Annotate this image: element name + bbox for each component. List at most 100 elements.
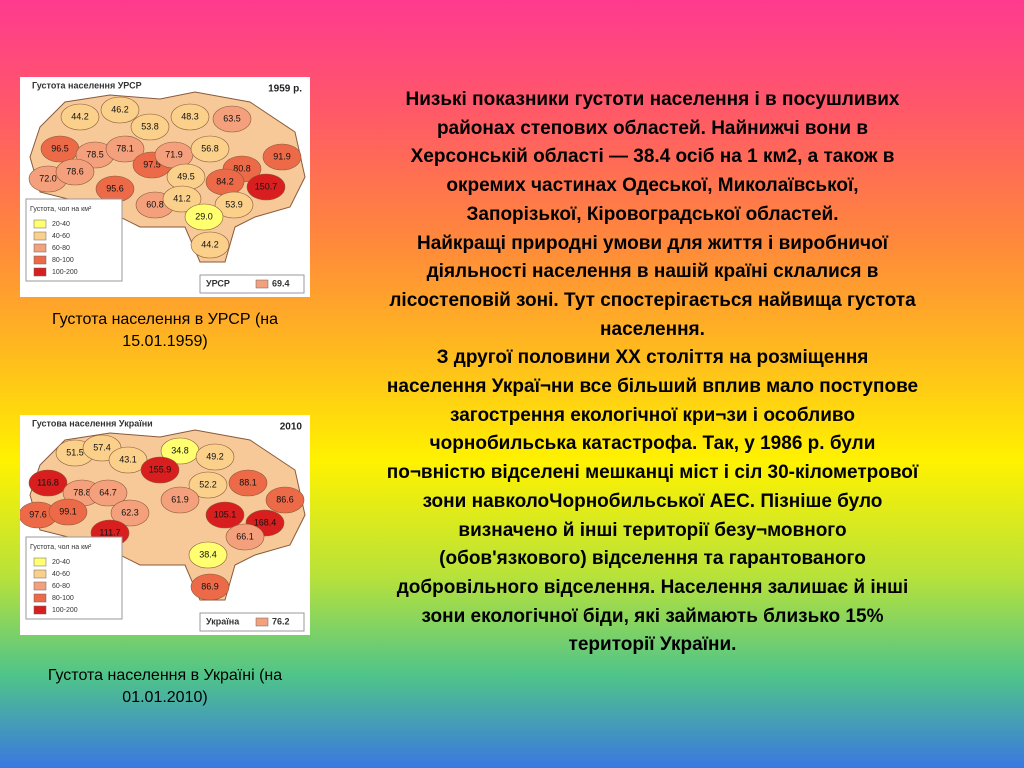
- map-year: 2010: [280, 422, 303, 433]
- text-line: населення.: [600, 318, 705, 340]
- text-line: визначено й інші території безу¬мовного: [458, 519, 847, 541]
- legend-label: 20-40: [52, 559, 70, 566]
- text-line: загострення екологічної кри¬зи і особлив…: [450, 404, 855, 426]
- legend-label: 100-200: [52, 607, 78, 614]
- total-box: [199, 274, 305, 294]
- caption-line: Густота населення в Україні (на: [47, 667, 283, 684]
- region: [265, 486, 305, 514]
- total-swatch: [255, 617, 269, 627]
- text-line: (обов'язкового) відселення та гарантован…: [439, 548, 866, 570]
- region-value: 64.7: [99, 487, 117, 497]
- region: [28, 469, 68, 497]
- text-line: діяльності населення в нашій країні скла…: [426, 261, 879, 283]
- region: [108, 446, 148, 474]
- total-value: 69.4: [272, 278, 290, 288]
- region-value: 168.4: [254, 517, 277, 527]
- region: [195, 443, 235, 471]
- region-value: 78.1: [116, 143, 134, 153]
- total-box: [199, 612, 305, 632]
- region-value: 46.2: [111, 104, 129, 114]
- legend-swatch: [33, 605, 47, 615]
- caption-line: 01.01.2010): [122, 689, 208, 706]
- legend-swatch: [33, 557, 47, 567]
- region-value: 63.5: [223, 113, 241, 123]
- region-value: 86.9: [201, 581, 219, 591]
- region: [184, 203, 224, 231]
- region: [140, 456, 180, 484]
- legend-title: Густота, чол на км²: [30, 206, 92, 213]
- region-value: 95.6: [106, 183, 124, 193]
- region-value: 78.6: [66, 166, 84, 176]
- legend-label: 80-100: [52, 257, 74, 264]
- region-value: 105.1: [214, 509, 237, 519]
- region: [100, 96, 140, 124]
- region: [55, 158, 95, 186]
- text-line: Низькі показники густоти населення і в п…: [405, 89, 900, 110]
- legend-label: 40-60: [52, 571, 70, 578]
- total-swatch: [255, 279, 269, 289]
- region: [228, 469, 268, 497]
- region-value: 97.5: [143, 159, 161, 169]
- region-value: 53.9: [225, 199, 243, 209]
- region: [160, 486, 200, 514]
- legend-label: 100-200: [52, 269, 78, 276]
- region-value: 60.8: [146, 199, 164, 209]
- text-line: Найкращі природні умови для життя і виро…: [416, 232, 889, 254]
- region-value: 43.1: [119, 454, 137, 464]
- region-value: 29.0: [195, 211, 213, 221]
- legend-swatch: [33, 231, 47, 241]
- text-line: території України.: [568, 634, 737, 656]
- region: [214, 191, 254, 219]
- total-value: 76.2: [272, 616, 290, 626]
- region: [162, 185, 202, 213]
- region: [246, 173, 286, 201]
- legend-swatch: [33, 593, 47, 603]
- region-value: 44.2: [201, 239, 219, 249]
- region-value: 88.1: [239, 477, 257, 487]
- region-value: 111.7: [99, 527, 120, 537]
- caption-2010: Густота населення в Україні (на 01.01.20…: [20, 665, 310, 709]
- map-1959: 44.2 46.2 53.8 48.3 63.5 96.5 78.5 78.1 97.5 71.9…: [20, 77, 310, 297]
- text-line: районах степових областей. Найнижчі вони…: [436, 117, 869, 139]
- region-value: 86.6: [276, 494, 294, 504]
- region-value: 48.3: [181, 111, 199, 121]
- region: [205, 501, 245, 529]
- text-line: зони екологічної біди, які займають близ…: [421, 605, 884, 627]
- text-line: лісостеповій зоні. Тут спостерігається н…: [389, 289, 916, 311]
- text-line: по¬вністю відселені мешканці міст і сіл …: [386, 462, 919, 484]
- legend-swatch: [33, 219, 47, 229]
- region-value: 52.2: [199, 479, 217, 489]
- region-value: 155.9: [149, 464, 172, 474]
- text-line: зони навколоЧорнобильської АЕС. Пізніше …: [422, 490, 883, 512]
- region: [262, 143, 302, 171]
- legend-swatch: [33, 243, 47, 253]
- map-title: Густова населення України: [32, 418, 153, 428]
- map-2010: 51.5 57.4 43.1 34.8 49.2 116.8 78.8 64.7 155.9 52…: [20, 415, 310, 635]
- region-value: 80.8: [233, 163, 251, 173]
- legend-swatch: [33, 255, 47, 265]
- text-line: чорнобильська катастрофа. Так, у 1986 р.…: [429, 433, 876, 455]
- region: [190, 135, 230, 163]
- text-line: З другої половини XX століття на розміще…: [436, 347, 869, 369]
- region-value: 66.1: [236, 531, 254, 541]
- legend-label: 60-80: [52, 583, 70, 590]
- region: [105, 135, 145, 163]
- text-line: окремих частинах Одеської, Миколаївської…: [446, 175, 859, 197]
- caption-line: Густота населення в УРСР (на: [51, 311, 279, 328]
- region-value: 57.4: [93, 442, 111, 452]
- region-value: 150.7: [255, 181, 278, 191]
- region: [212, 105, 252, 133]
- map-year: 1959 р.: [268, 84, 302, 95]
- region-value: 62.3: [121, 507, 139, 517]
- region: [188, 471, 228, 499]
- region: [190, 231, 230, 259]
- region: [88, 479, 128, 507]
- region-value: 71.9: [165, 149, 183, 159]
- region-value: 72.0: [39, 173, 57, 183]
- region: [60, 103, 100, 131]
- region-value: 78.8: [73, 487, 91, 497]
- legend-swatch: [33, 267, 47, 277]
- legend-label: 80-100: [52, 595, 74, 602]
- total-name: УРСР: [206, 278, 230, 288]
